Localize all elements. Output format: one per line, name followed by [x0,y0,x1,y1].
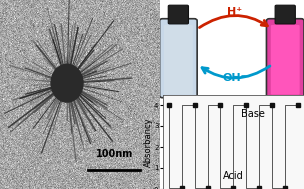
FancyBboxPatch shape [160,19,197,98]
Y-axis label: Absorbancy: Absorbancy [143,117,153,167]
FancyBboxPatch shape [266,19,304,98]
Text: H⁺: H⁺ [227,8,242,17]
Text: 100nm: 100nm [95,149,133,159]
FancyBboxPatch shape [275,5,295,24]
FancyBboxPatch shape [168,5,188,24]
Text: Acid: Acid [223,171,244,181]
Circle shape [51,64,83,102]
Text: Base: Base [241,109,264,119]
FancyBboxPatch shape [271,25,300,94]
FancyBboxPatch shape [164,25,193,94]
Text: OH⁻: OH⁻ [223,73,247,83]
